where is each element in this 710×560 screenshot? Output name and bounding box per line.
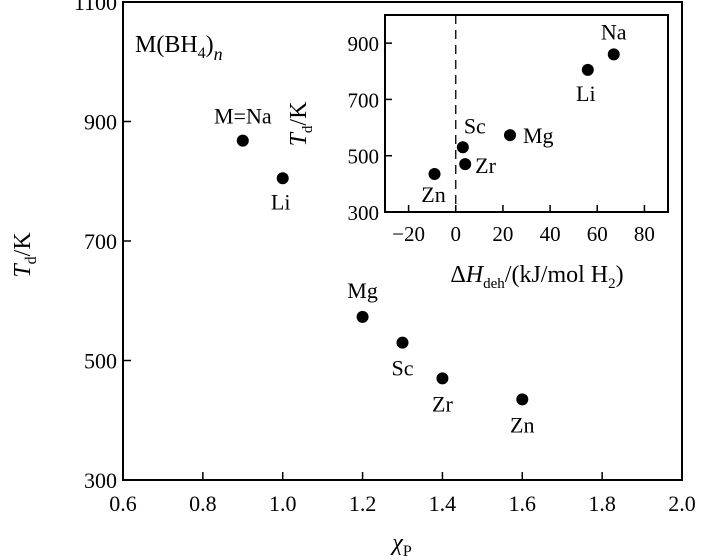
inset-point-label: Na: [601, 19, 627, 44]
data-point: [396, 336, 409, 349]
inset-point-label: Zr: [475, 153, 496, 178]
svg-text:Td/K: Td/K: [286, 101, 316, 147]
inset-plot-frame: [384, 14, 669, 213]
x-tick-label: 1.8: [588, 491, 616, 516]
inset-x-tick-label: 60: [587, 222, 608, 246]
data-point: [276, 172, 289, 185]
inset-y-tick-label: 300: [348, 201, 380, 225]
inset-point-label: Li: [576, 81, 596, 106]
svg-text:Td/K: Td/K: [10, 232, 40, 278]
main-x-axis-title: χP: [390, 530, 412, 560]
inset-data-point: [456, 141, 469, 154]
main-chart: 0.6 0.8 1.0 1.2 1.4 1.6 1.8 2.0 300 500 700 900 110…: [10, 0, 696, 560]
inset-y-tick-label: 500: [348, 145, 380, 169]
inset-y-tick-label: 900: [348, 32, 380, 56]
y-tick-label: 500: [84, 349, 117, 374]
data-point: [236, 134, 249, 147]
y-tick-label: 300: [84, 468, 117, 493]
inset-data-point: [503, 129, 516, 142]
y-tick-label: 1100: [74, 0, 117, 15]
x-tick-label: 1.6: [509, 491, 537, 516]
y-tick-label: 700: [84, 229, 117, 254]
data-point: [356, 310, 369, 323]
inset-x-tick-label: −20: [392, 222, 425, 246]
x-tick-label: 0.8: [189, 491, 217, 516]
inset-x-tick-label: 40: [540, 222, 561, 246]
inset-data-point: [459, 158, 472, 171]
inset-chart: −20 0 20 40 60 80 300 500 700 900 Zn Sc Zr Mg Li Na T…: [286, 14, 669, 292]
inset-x-tick-label: 20: [492, 222, 513, 246]
point-label: Sc: [392, 356, 414, 381]
main-y-axis-title: Td/K: [10, 232, 40, 278]
x-tick-label: 0.6: [109, 491, 137, 516]
inset-x-tick-label: 80: [634, 222, 655, 246]
x-tick-label: 2.0: [668, 491, 696, 516]
inset-data-point: [607, 48, 620, 61]
inset-point-label: Mg: [523, 123, 554, 148]
inset-y-axis-title: Td/K: [286, 101, 316, 147]
y-tick-label: 900: [84, 110, 117, 135]
x-tick-label: 1.0: [269, 491, 297, 516]
inset-data-point: [428, 168, 441, 181]
inset-point-label: Sc: [464, 113, 486, 138]
x-tick-label: 1.2: [349, 491, 377, 516]
point-label: Li: [271, 189, 291, 214]
point-label: Zr: [432, 391, 453, 416]
formula-annotation: M(BH4)n: [135, 32, 223, 64]
point-label: Zn: [510, 412, 534, 437]
point-label: M=Na: [214, 104, 272, 129]
inset-x-axis-title: ΔHdeh/(kJ/mol H2): [450, 262, 623, 292]
data-point: [516, 393, 529, 406]
inset-x-tick-label: 0: [451, 222, 462, 246]
point-label: Mg: [347, 278, 378, 303]
inset-point-label: Zn: [421, 182, 445, 207]
x-tick-label: 1.4: [429, 491, 457, 516]
inset-y-tick-label: 700: [348, 88, 380, 112]
inset-data-point: [581, 63, 594, 76]
data-point: [436, 372, 449, 385]
